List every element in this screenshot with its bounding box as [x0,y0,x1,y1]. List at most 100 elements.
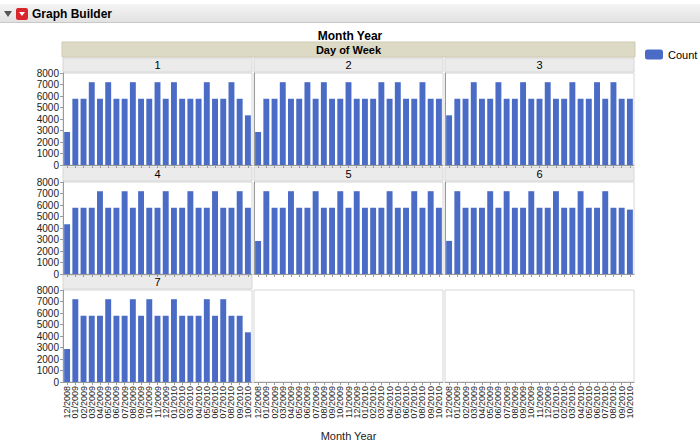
svg-text:08/2009: 08/2009 [509,386,520,419]
svg-text:03/2009: 03/2009 [86,386,97,419]
svg-text:5000: 5000 [37,102,60,113]
svg-text:02/2009: 02/2009 [460,386,471,419]
svg-text:03/2009: 03/2009 [468,386,479,419]
svg-text:12/2009: 12/2009 [160,386,171,419]
svg-text:7000: 7000 [37,188,60,199]
svg-text:02/2009: 02/2009 [78,386,89,419]
svg-text:5: 5 [345,168,351,180]
svg-text:5000: 5000 [37,319,60,330]
html-text:Graph Builder: Graph Builder [32,6,112,21]
svg-text:06/2009: 06/2009 [111,386,122,419]
svg-text:2000: 2000 [37,246,60,257]
svg-text:Month Year: Month Year [318,29,383,43]
svg-text:1000: 1000 [37,365,60,376]
svg-text:01/2010: 01/2010 [359,386,370,419]
svg-text:Count: Count [668,49,697,61]
svg-text:4000: 4000 [37,331,60,342]
svg-text:03/2010: 03/2010 [376,386,387,419]
svg-text:4000: 4000 [37,114,60,125]
svg-text:12/2008: 12/2008 [444,386,455,419]
svg-text:04/2010: 04/2010 [384,386,395,419]
svg-text:7: 7 [154,276,160,288]
svg-text:7000: 7000 [37,79,60,90]
svg-text:01/2010: 01/2010 [550,386,561,419]
svg-text:10/2009: 10/2009 [144,386,155,419]
svg-text:05/2009: 05/2009 [294,386,305,419]
svg-text:07/2009: 07/2009 [501,386,512,419]
svg-text:02/2009: 02/2009 [269,386,280,419]
svg-text:1000: 1000 [37,257,60,268]
svg-text:0: 0 [53,160,59,171]
svg-text:7000: 7000 [37,296,60,307]
svg-text:08/2009: 08/2009 [318,386,329,419]
svg-text:07/2010: 07/2010 [600,386,611,419]
svg-text:10/2009: 10/2009 [526,386,537,419]
svg-text:07/2009: 07/2009 [119,386,130,419]
svg-text:3000: 3000 [37,234,60,245]
svg-text:10/2010: 10/2010 [625,386,635,419]
svg-text:02/2010: 02/2010 [177,386,188,419]
svg-text:07/2009: 07/2009 [310,386,321,419]
svg-text:8000: 8000 [37,68,60,79]
svg-text:05/2010: 05/2010 [392,386,403,419]
svg-text:08/2009: 08/2009 [127,386,138,419]
svg-text:3000: 3000 [37,125,60,136]
svg-text:09/2010: 09/2010 [234,386,245,419]
svg-text:01/2009: 01/2009 [452,386,463,419]
svg-text:03/2010: 03/2010 [185,386,196,419]
svg-text:01/2009: 01/2009 [70,386,81,419]
svg-text:4: 4 [154,168,160,180]
svg-text:1000: 1000 [37,148,60,159]
svg-text:Month Year: Month Year [321,430,377,442]
svg-text:07/2010: 07/2010 [409,386,420,419]
svg-text:5000: 5000 [37,211,60,222]
svg-text:06/2009: 06/2009 [493,386,504,419]
svg-text:11/2009: 11/2009 [534,386,545,418]
svg-text:10/2010: 10/2010 [434,386,444,419]
svg-text:04/2010: 04/2010 [575,386,586,419]
svg-text:03/2010: 03/2010 [567,386,578,419]
svg-text:0: 0 [53,269,59,280]
svg-text:3000: 3000 [37,342,60,353]
svg-text:6: 6 [536,168,542,180]
svg-text:09/2009: 09/2009 [518,386,529,419]
svg-text:12/2008: 12/2008 [62,386,73,419]
svg-text:2000: 2000 [37,354,60,365]
svg-text:09/2009: 09/2009 [327,386,338,419]
svg-text:10/2009: 10/2009 [335,386,346,419]
svg-text:11/2009: 11/2009 [343,386,354,418]
svg-text:05/2010: 05/2010 [201,386,212,419]
svg-text:1: 1 [154,59,160,71]
svg-text:Day of Week: Day of Week [316,44,382,56]
svg-text:3: 3 [536,59,542,71]
svg-text:08/2010: 08/2010 [417,386,428,419]
svg-text:06/2009: 06/2009 [302,386,313,419]
svg-text:05/2009: 05/2009 [485,386,496,419]
svg-text:02/2010: 02/2010 [559,386,570,419]
svg-text:12/2008: 12/2008 [253,386,264,419]
svg-text:02/2010: 02/2010 [368,386,379,419]
svg-text:01/2010: 01/2010 [168,386,179,419]
svg-text:6000: 6000 [37,200,60,211]
svg-text:08/2010: 08/2010 [226,386,237,419]
svg-text:09/2009: 09/2009 [136,386,147,419]
svg-text:07/2010: 07/2010 [218,386,229,419]
svg-text:6000: 6000 [37,308,60,319]
svg-text:8000: 8000 [37,285,60,296]
svg-text:03/2009: 03/2009 [277,386,288,419]
svg-text:4000: 4000 [37,223,60,234]
svg-text:12/2009: 12/2009 [351,386,362,419]
svg-text:10/2010: 10/2010 [243,386,253,419]
svg-text:04/2010: 04/2010 [193,386,204,419]
svg-text:01/2009: 01/2009 [261,386,272,419]
svg-text:09/2010: 09/2010 [425,386,436,419]
svg-text:2: 2 [345,59,351,71]
svg-text:12/2009: 12/2009 [542,386,553,419]
svg-text:6000: 6000 [37,91,60,102]
svg-text:8000: 8000 [37,177,60,188]
svg-text:05/2009: 05/2009 [103,386,114,419]
svg-text:11/2009: 11/2009 [152,386,163,418]
svg-text:2000: 2000 [37,137,60,148]
svg-text:05/2010: 05/2010 [583,386,594,419]
svg-text:0: 0 [53,377,59,388]
